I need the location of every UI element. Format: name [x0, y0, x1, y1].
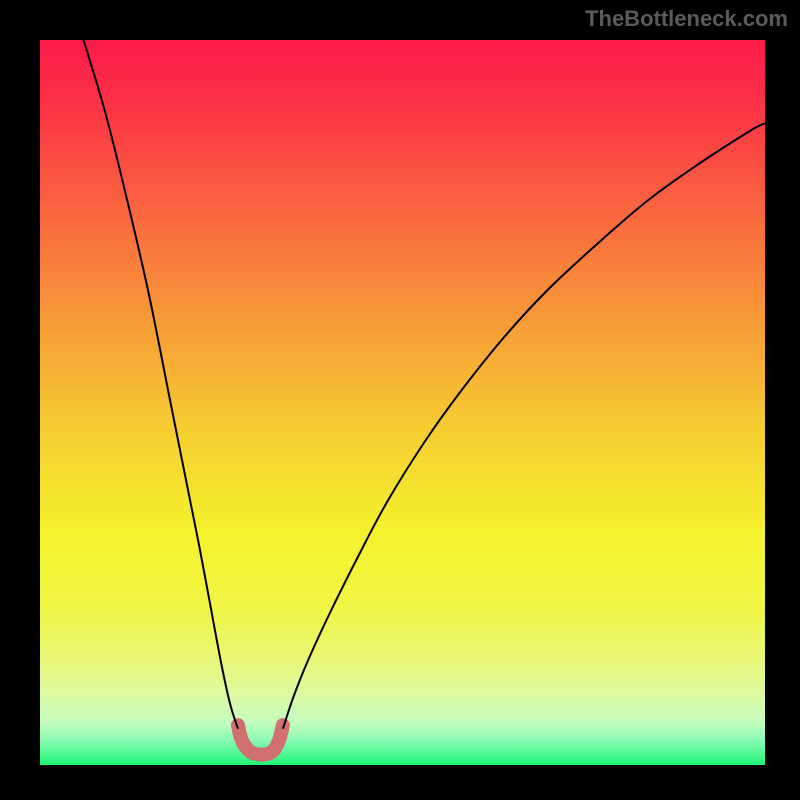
curve-left-branch: [84, 40, 238, 729]
curve-right-branch: [283, 123, 765, 728]
watermark-text: TheBottleneck.com: [585, 6, 788, 32]
bottom-u-segment: [238, 725, 283, 754]
plot-area: [40, 40, 765, 765]
curve-layer: [40, 40, 765, 765]
